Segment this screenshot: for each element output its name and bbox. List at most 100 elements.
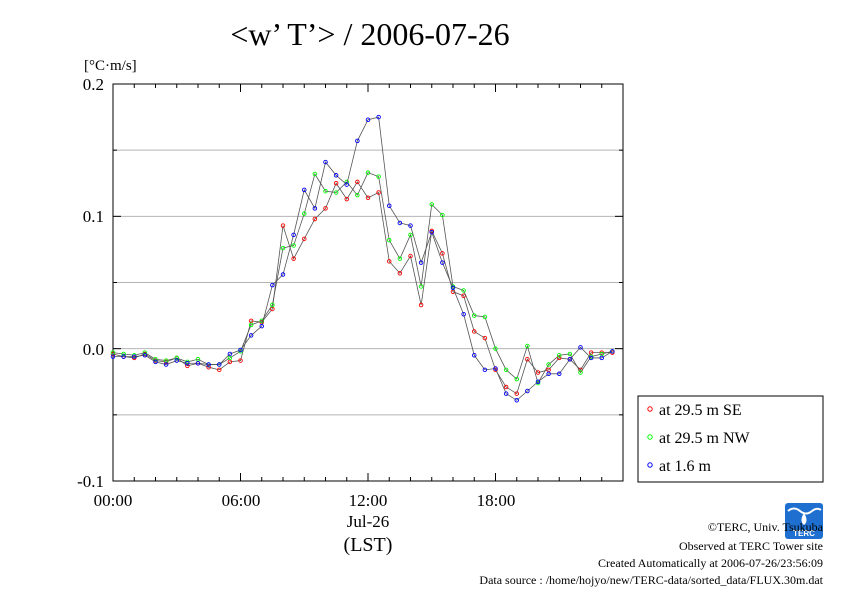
- data-point: [163, 362, 169, 367]
- data-point: [450, 285, 456, 291]
- data-point: [121, 351, 126, 357]
- data-point: [440, 260, 445, 265]
- data-point: [131, 354, 137, 359]
- data-point: [238, 347, 243, 353]
- data-point: [312, 206, 318, 211]
- data-point: [312, 216, 318, 222]
- data-point: [174, 358, 179, 363]
- data-point: [472, 329, 477, 334]
- data-point: [493, 366, 498, 371]
- data-point: [206, 362, 211, 367]
- data-point: [408, 223, 413, 228]
- data-point: [567, 357, 573, 362]
- data-point: [418, 284, 424, 289]
- x-date-label: Jul-26: [347, 512, 390, 531]
- data-point: [206, 364, 211, 370]
- data-point: [291, 232, 296, 238]
- terc-logo: TERC: [785, 503, 823, 539]
- series-layer: [110, 114, 615, 403]
- legend-label: at 29.5 m SE: [659, 402, 742, 419]
- data-point: [525, 388, 530, 394]
- copyright-text: ©TERC, Univ. Tsukuba: [708, 520, 824, 534]
- data-point: [397, 220, 403, 226]
- data-point: [429, 229, 435, 235]
- data-point: [280, 223, 286, 228]
- created-text: Created Automatically at 2006-07-26/23:5…: [598, 556, 823, 570]
- data-point: [387, 203, 392, 208]
- x-tick-label-0600: 06:00: [222, 491, 261, 510]
- terc-logo-wave: [787, 507, 822, 515]
- data-point: [461, 293, 466, 298]
- data-point: [482, 367, 488, 373]
- data-point: [365, 170, 371, 175]
- data-point: [185, 360, 190, 366]
- data-point: [142, 350, 148, 355]
- data-point: [291, 243, 296, 248]
- data-point: [195, 360, 201, 366]
- data-point: [525, 357, 530, 362]
- data-point: [280, 272, 286, 277]
- data-point: [535, 379, 541, 385]
- x-tick-label-0000: 00:00: [94, 491, 133, 510]
- data-point: [387, 237, 392, 243]
- data-point: [238, 358, 243, 363]
- data-point: [270, 282, 275, 288]
- data-point: [280, 245, 286, 251]
- data-point: [418, 260, 424, 265]
- data-point: [174, 355, 179, 361]
- data-point: [387, 259, 392, 264]
- data-point: [503, 391, 509, 396]
- data-point: [365, 117, 371, 122]
- data-point: [418, 302, 424, 308]
- legend-box: [637, 395, 824, 483]
- data-point: [142, 353, 148, 358]
- data-point: [578, 370, 583, 375]
- legend-label: at 1.6 m: [659, 458, 712, 475]
- data-point: [567, 351, 573, 357]
- data-point: [153, 357, 158, 362]
- data-point: [355, 192, 360, 198]
- data-point: [482, 335, 488, 341]
- data-point: [472, 353, 477, 358]
- data-point: [397, 270, 403, 276]
- data-point: [333, 180, 339, 186]
- legend-label: at 29.5 m NW: [659, 430, 751, 447]
- legend-marker: [647, 434, 653, 440]
- data-point: [344, 182, 350, 187]
- data-point: [376, 174, 381, 179]
- data-point: [121, 354, 126, 359]
- data-point: [408, 253, 413, 259]
- data-point: [461, 312, 466, 317]
- data-point: [333, 190, 339, 195]
- chart-title: <w’ T’> / 2006-07-26: [230, 16, 509, 52]
- data-point: [429, 202, 435, 207]
- legend: at 29.5 m SE at 29.5 m NW at 1.6 m: [647, 402, 751, 475]
- x-tick-label-1800: 18:00: [477, 491, 516, 510]
- axis-ticks: [112, 83, 624, 482]
- data-point: [557, 355, 562, 361]
- data-point: [344, 196, 350, 202]
- data-point: [610, 349, 615, 354]
- data-point: [323, 206, 328, 211]
- data-point: [248, 322, 254, 328]
- data-point: [578, 345, 583, 350]
- data-point: [312, 171, 318, 177]
- data-point: [110, 354, 116, 359]
- data-point: [355, 138, 360, 144]
- data-point: [493, 346, 498, 351]
- data-point: [525, 343, 530, 349]
- data-point: [599, 355, 605, 361]
- data-point: [302, 236, 307, 242]
- data-point: [302, 187, 307, 193]
- data-point: [408, 232, 413, 238]
- grid-lines: [113, 149, 623, 416]
- data-point: [440, 212, 445, 218]
- y-tick-label-0.2: 0.2: [83, 75, 104, 94]
- y-axis-unit-label: [°C·m/s]: [84, 58, 137, 74]
- data-point: [270, 302, 275, 308]
- data-point: [355, 179, 360, 185]
- data-point: [365, 195, 371, 201]
- data-point: [227, 351, 233, 357]
- data-point: [546, 362, 551, 367]
- data-point: [440, 251, 445, 256]
